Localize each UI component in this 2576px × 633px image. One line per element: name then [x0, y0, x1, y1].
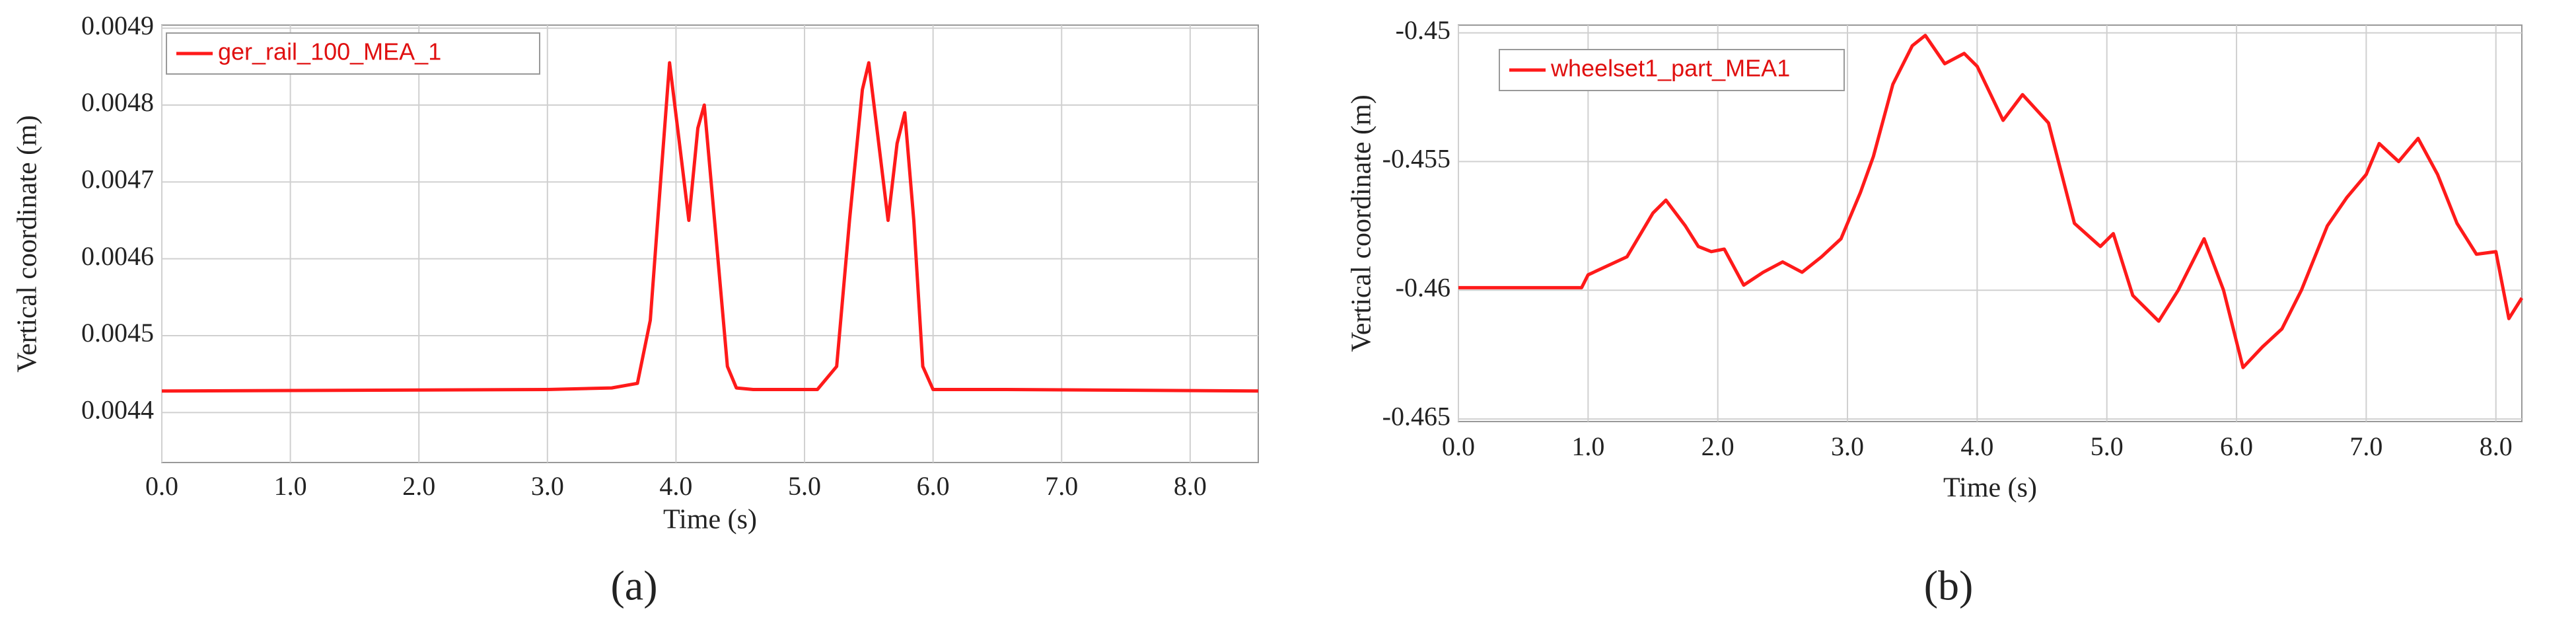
legend-box [1499, 49, 1845, 91]
y-tick-label: 0.0046 [81, 241, 154, 271]
x-tick-label: 4.0 [1960, 431, 1993, 461]
x-tick-label: 7.0 [1045, 471, 1078, 501]
chart: 0.0 1.0 2.0 3.0 4.0 5.0 6.0 7.0 8.0 0.0044 0.0045 0… [13, 11, 1259, 609]
x-axis-title: Time (s) [1943, 473, 2037, 503]
x-tick-label: 6.0 [917, 471, 950, 501]
chart: 0.0 1.0 2.0 3.0 4.0 5.0 6.0 7.0 8.0 -0.465 -0.46 -0… [1347, 15, 2524, 609]
x-tick-label: 8.0 [1174, 471, 1207, 501]
x-tick-label: 3.0 [531, 471, 564, 501]
legend-label: ger_rail_100_MEA_1 [218, 38, 441, 65]
x-axis-title: Time (s) [663, 505, 757, 535]
x-tick-label: 4.0 [659, 471, 692, 501]
y-tick-label: 0.0045 [81, 318, 154, 348]
x-tick-label: 5.0 [788, 471, 821, 501]
data-line [161, 61, 1259, 393]
legend-label: wheelset1_part_MEA1 [1550, 55, 1790, 82]
y-axis-title: Vertical coordinate (m) [13, 115, 43, 372]
caption: (b) [1924, 562, 1974, 609]
y-tick-label: 0.0048 [81, 87, 154, 117]
legend-box [166, 32, 540, 75]
y-tick-label: -0.465 [1382, 401, 1450, 431]
y-tick-label: -0.455 [1382, 144, 1450, 174]
data-line [1458, 34, 2524, 369]
x-tick-label: 0.0 [145, 471, 178, 501]
x-tick-label: 1.0 [1571, 431, 1604, 461]
x-tick-label: 1.0 [274, 471, 307, 501]
y-tick-label: 0.0044 [81, 395, 154, 425]
y-tick-label: 0.0047 [81, 165, 154, 194]
x-tick-label: 2.0 [1701, 431, 1735, 461]
x-tick-label: 2.0 [402, 471, 435, 501]
y-axis-title: Vertical coordinate (m) [1347, 94, 1377, 352]
x-tick-label: 8.0 [2480, 431, 2513, 461]
y-tick-label: -0.46 [1396, 272, 1450, 302]
caption: (a) [610, 562, 657, 609]
x-tick-label: 3.0 [1831, 431, 1864, 461]
plot-area [161, 24, 1259, 463]
x-tick-label: 5.0 [2091, 431, 2124, 461]
x-tick-label: 6.0 [2220, 431, 2253, 461]
x-tick-label: 0.0 [1442, 431, 1475, 461]
x-tick-label: 7.0 [2349, 431, 2382, 461]
y-tick-label: 0.0049 [81, 11, 154, 40]
y-tick-label: -0.45 [1396, 15, 1450, 45]
